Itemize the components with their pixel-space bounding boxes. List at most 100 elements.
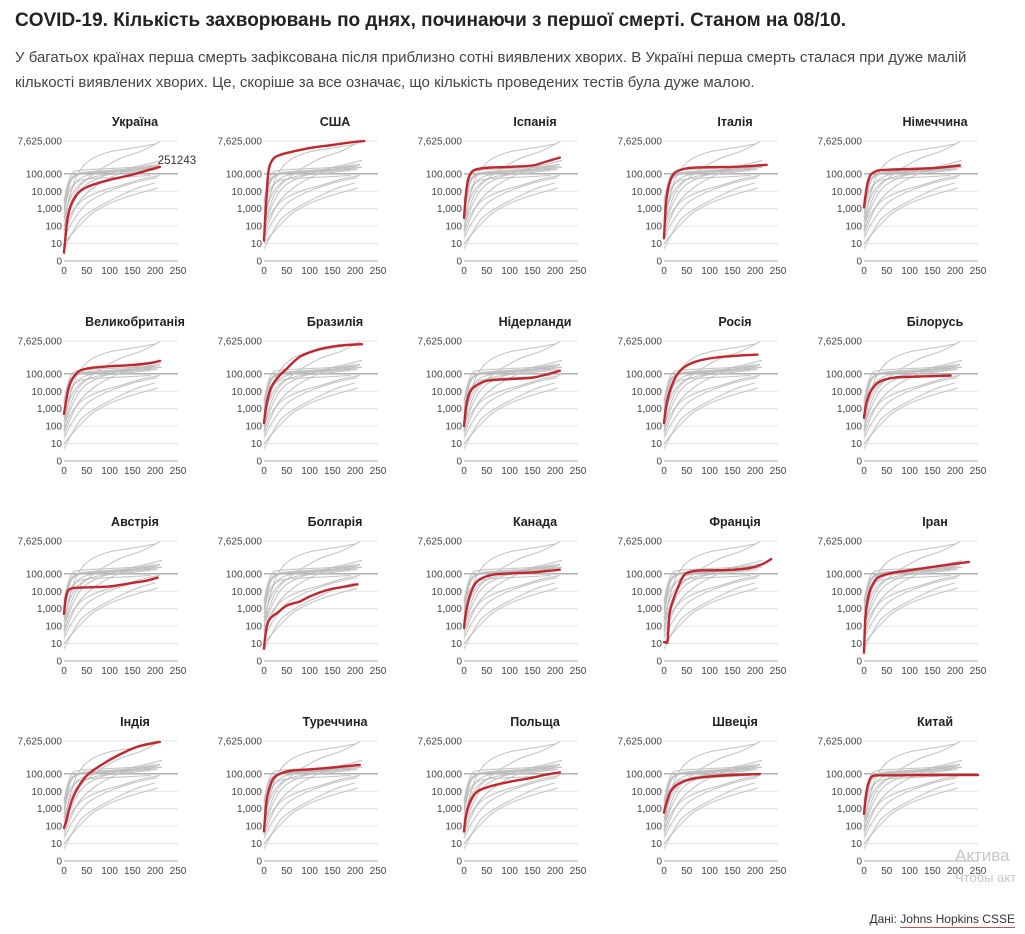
x-tick-label: 100 [701, 666, 718, 677]
context-series-line [263, 577, 358, 639]
context-series-line [63, 774, 160, 832]
x-tick-label: 50 [681, 266, 693, 277]
context-series-line [263, 168, 358, 218]
y-tick-label: 1,000 [837, 404, 862, 415]
context-series-line [663, 574, 760, 632]
context-series-line [263, 741, 361, 827]
context-series-line [63, 166, 163, 211]
context-series-line [63, 782, 156, 850]
y-tick-label: 7,625,000 [418, 137, 463, 148]
x-tick-label: 50 [881, 266, 893, 277]
highlight-series-line [862, 164, 961, 209]
context-series-line [263, 377, 358, 439]
highlight-series-line [462, 568, 561, 629]
context-series-line [863, 359, 963, 427]
y-tick-label: 100,000 [426, 369, 463, 380]
y-tick-label: 0 [856, 657, 862, 668]
context-series-line [663, 377, 758, 439]
context-series-line [863, 374, 960, 432]
source-link[interactable]: Johns Hopkins CSSE [900, 912, 1015, 928]
context-series-line [263, 774, 360, 832]
y-tick-label: 100 [645, 822, 662, 833]
context-series-line [63, 363, 160, 436]
context-series-line [663, 168, 758, 218]
y-tick-label: 10 [851, 439, 863, 450]
x-tick-label: 150 [524, 266, 541, 277]
context-series-line [63, 559, 163, 627]
x-tick-label: 100 [701, 866, 718, 877]
y-tick-label: 0 [456, 257, 462, 268]
x-tick-label: 50 [81, 266, 93, 277]
y-tick-label: 0 [456, 657, 462, 668]
y-tick-label: 10 [451, 639, 463, 650]
context-series-line [863, 782, 956, 850]
context-series-line [663, 366, 763, 411]
context-series-line [263, 341, 361, 427]
x-tick-label: 200 [347, 666, 364, 677]
context-series-line [63, 766, 163, 811]
page-title: COVID-19. Кількість захворювань по днях,… [15, 10, 847, 31]
context-series-line [263, 559, 363, 627]
y-tick-label: 100,000 [226, 569, 263, 580]
context-series-line [463, 143, 556, 222]
y-tick-label: 1,000 [237, 404, 262, 415]
x-tick-label: 150 [124, 866, 141, 877]
y-tick-label: 100 [45, 622, 62, 633]
context-series-line [663, 187, 758, 244]
y-tick-label: 10,000 [31, 187, 62, 198]
context-series-line [863, 563, 960, 636]
y-tick-label: 0 [856, 257, 862, 268]
y-tick-label: 7,625,000 [418, 337, 463, 348]
y-tick-label: 10 [51, 439, 63, 450]
panel-title: Іран [922, 515, 948, 529]
x-tick-label: 50 [281, 266, 293, 277]
y-tick-label: 0 [656, 657, 662, 668]
source-footer: Дані: Johns Hopkins CSSE [869, 912, 1015, 928]
x-tick-label: 50 [881, 466, 893, 477]
context-series-line [63, 343, 156, 422]
y-tick-label: 10,000 [431, 587, 462, 598]
context-series-line [63, 174, 160, 232]
y-tick-label: 100,000 [226, 769, 263, 780]
context-series-line [663, 374, 760, 432]
x-tick-label: 200 [947, 866, 964, 877]
y-tick-label: 100 [445, 422, 462, 433]
y-tick-label: 10,000 [831, 387, 862, 398]
x-tick-label: 200 [547, 666, 564, 677]
context-series-line [263, 174, 360, 232]
panel-title: Індія [120, 715, 150, 729]
context-series-line [863, 159, 963, 227]
x-tick-label: 200 [747, 866, 764, 877]
highlight-series-line [62, 165, 161, 254]
context-series-line [263, 743, 356, 822]
x-tick-label: 50 [681, 866, 693, 877]
context-series-line [863, 168, 958, 218]
y-tick-label: 100 [245, 622, 262, 633]
context-series-line [663, 543, 756, 622]
highlight-series-line [262, 343, 364, 425]
y-tick-label: 1,000 [837, 804, 862, 815]
highlight-series-line [462, 771, 561, 833]
context-series-line [263, 159, 363, 227]
x-tick-label: 200 [547, 466, 564, 477]
y-tick-label: 100,000 [826, 569, 863, 580]
context-series-line [63, 143, 156, 222]
x-tick-label: 0 [661, 666, 667, 677]
x-tick-label: 250 [170, 866, 187, 877]
x-tick-label: 100 [101, 666, 118, 677]
context-series-line [263, 368, 351, 432]
x-tick-label: 150 [324, 666, 341, 677]
x-tick-label: 250 [570, 466, 587, 477]
x-tick-label: 200 [147, 266, 164, 277]
context-series-line [463, 168, 558, 218]
context-series-line [863, 174, 960, 232]
y-tick-label: 1,000 [637, 404, 662, 415]
highlight-series-line [462, 156, 561, 219]
context-series-line [63, 159, 163, 227]
x-tick-label: 100 [701, 266, 718, 277]
x-tick-label: 200 [747, 666, 764, 677]
highlight-series-line [662, 163, 768, 240]
context-series-line [863, 387, 958, 444]
y-tick-label: 0 [56, 857, 62, 868]
